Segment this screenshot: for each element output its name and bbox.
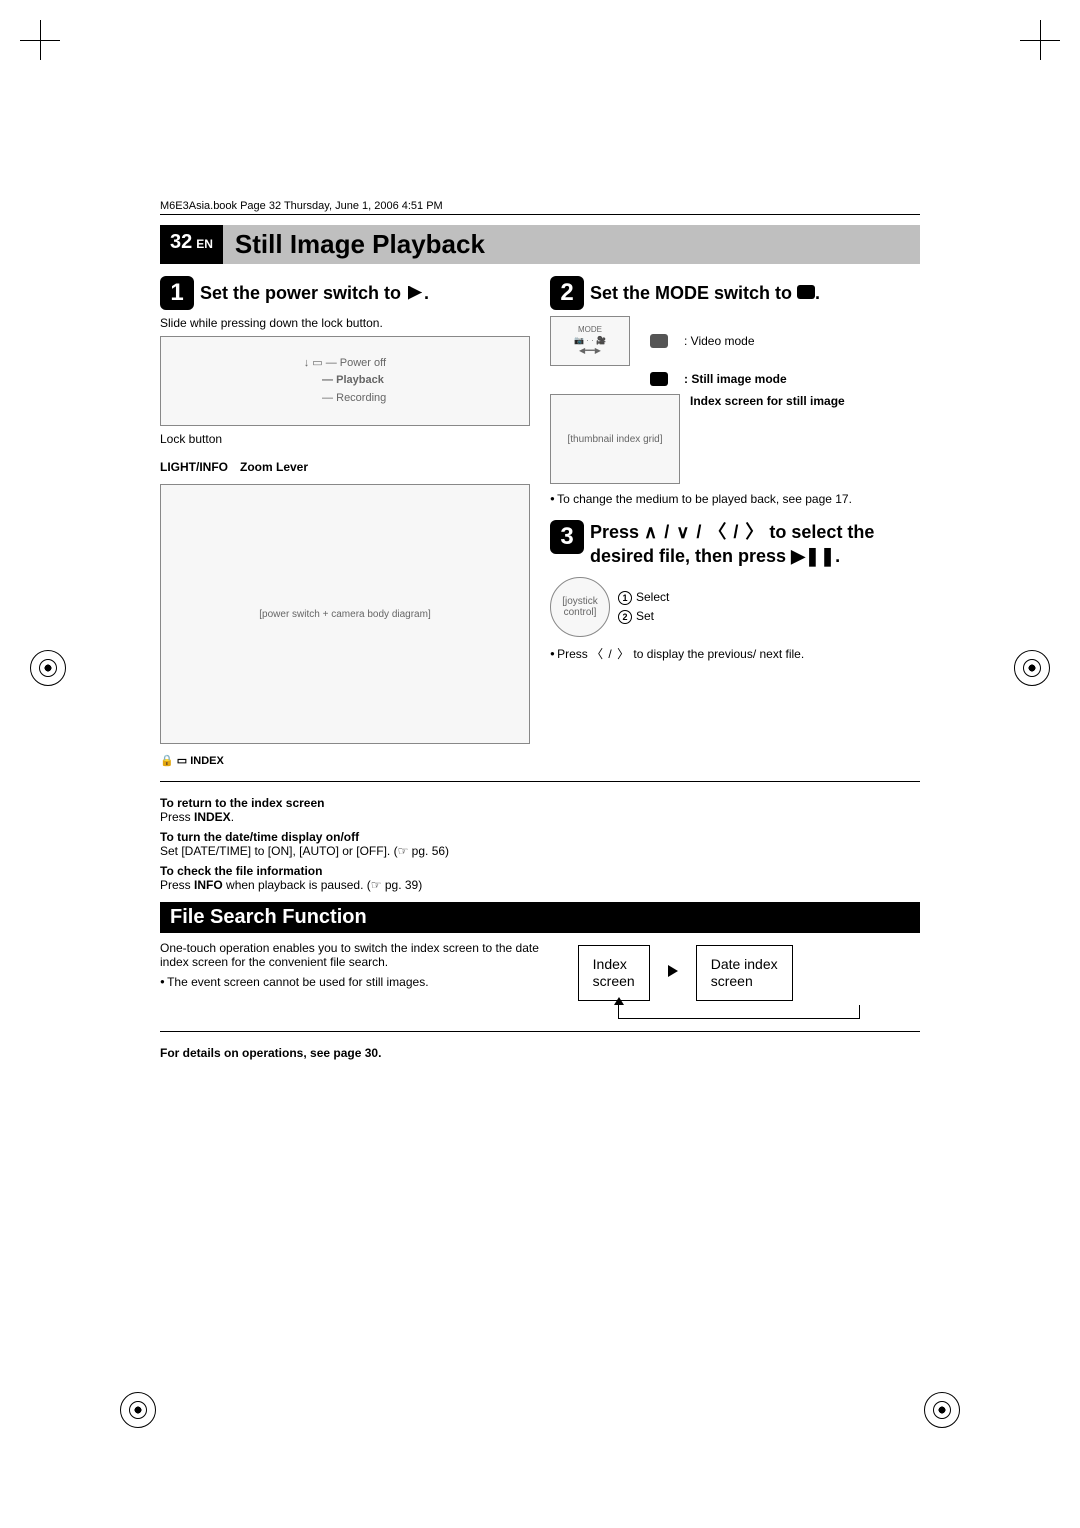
camera-body-diagram: [power switch + camera body diagram] xyxy=(160,484,530,744)
step1-number: 1 xyxy=(160,276,194,310)
recording-label: Recording xyxy=(336,392,386,404)
left-right-arrows-icon: 〈 / 〉 xyxy=(591,647,630,661)
registration-mark xyxy=(120,1392,156,1428)
lock-button-label: Lock button xyxy=(160,432,530,446)
note-return-head: To return to the index screen xyxy=(160,796,324,810)
page-title: Still Image Playback xyxy=(223,225,920,264)
page-number: 32 xyxy=(170,231,192,254)
arrow-right-icon xyxy=(668,965,678,980)
mode-switch-diagram: MODE 📷 · · 🎥 ◀━━▶ xyxy=(550,316,630,366)
step2-heading-post: . xyxy=(815,283,820,303)
file-search-desc: One-touch operation enables you to switc… xyxy=(160,941,554,969)
still-mode-label: : Still image mode xyxy=(684,372,920,386)
title-band: 32 EN Still Image Playback xyxy=(160,225,920,264)
playback-icon xyxy=(408,286,422,300)
light-info-label: LIGHT/INFO xyxy=(160,460,228,474)
step3-number: 3 xyxy=(550,520,584,554)
flow-diagram: Index screen Date index screen xyxy=(578,945,920,1001)
step3-note: Press 〈 / 〉 to display the previous/ nex… xyxy=(550,645,920,662)
flow-return-arrow xyxy=(618,1005,860,1019)
cropmark xyxy=(1020,20,1060,60)
separator xyxy=(160,781,920,782)
note-fileinfo-body-post: when playback is paused. (☞ pg. 39) xyxy=(223,878,423,892)
step2-heading-pre: Set the MODE switch to xyxy=(590,283,797,303)
note-return-index: INDEX xyxy=(194,810,231,824)
mode-word: MODE xyxy=(574,325,606,335)
note-datetime-body: Set [DATE/TIME] to [ON], [AUTO] or [OFF]… xyxy=(160,844,449,858)
dpad-arrows-icon: ∧ / ∨ / 〈 / 〉 xyxy=(644,522,764,542)
select-label: 1Select xyxy=(618,590,669,605)
step2-heading: 2 Set the MODE switch to . xyxy=(550,276,920,310)
power-switch-diagram: ↓ ▭ — Power off — Playback — Recording xyxy=(160,336,530,426)
note-fileinfo-head: To check the file information xyxy=(160,864,322,878)
still-image-icon xyxy=(797,285,815,299)
still-mode-icon xyxy=(650,372,668,386)
file-search-bullet: The event screen cannot be used for stil… xyxy=(160,975,554,989)
power-off-label: Power off xyxy=(340,357,386,369)
registration-mark xyxy=(1014,650,1050,686)
index-screen-label: Index screen for still image xyxy=(690,394,845,410)
flow-box-dateindex: Date index screen xyxy=(696,945,793,1001)
step3-heading-post: . xyxy=(835,546,840,566)
joystick-diagram: [joystick control] xyxy=(550,577,610,637)
video-mode-label: : Video mode xyxy=(684,334,920,348)
flow-box-index: Index screen xyxy=(578,945,650,1001)
note-return-body-pre: Press xyxy=(160,810,194,824)
step1-heading-post: . xyxy=(424,283,429,303)
page-number-box: 32 EN xyxy=(160,225,223,264)
zoom-lever-label: Zoom Lever xyxy=(240,460,308,474)
step1-subtext: Slide while pressing down the lock butto… xyxy=(160,316,530,330)
book-header-line: M6E3Asia.book Page 32 Thursday, June 1, … xyxy=(160,200,920,215)
index-thumbnail-grid: [thumbnail index grid] xyxy=(550,394,680,484)
playback-label: Playback xyxy=(336,374,384,386)
step1-heading-pre: Set the power switch to xyxy=(200,283,406,303)
file-search-bar: File Search Function xyxy=(160,902,920,933)
step3-heading-pre: Press xyxy=(590,522,644,542)
index-button-label: 🔒 ▭ INDEX xyxy=(160,754,530,767)
step2-note: To change the medium to be played back, … xyxy=(550,492,920,506)
set-label: 2Set xyxy=(618,609,669,624)
separator xyxy=(160,1031,920,1032)
note-datetime-head: To turn the date/time display on/off xyxy=(160,830,359,844)
note-fileinfo-info: INFO xyxy=(194,878,223,892)
play-pause-icon: ▶❚❚ xyxy=(791,546,835,566)
note-return-body-post: . xyxy=(231,810,234,824)
note-fileinfo-body-pre: Press xyxy=(160,878,194,892)
step1-heading: 1 Set the power switch to . xyxy=(160,276,530,310)
notes-block: To return to the index screen Press INDE… xyxy=(160,796,920,892)
registration-mark xyxy=(30,650,66,686)
registration-mark xyxy=(924,1392,960,1428)
page-lang: EN xyxy=(196,237,213,251)
step2-number: 2 xyxy=(550,276,584,310)
cropmark xyxy=(20,20,60,60)
details-line: For details on operations, see page 30. xyxy=(160,1046,920,1060)
step3-heading: 3 Press ∧ / ∨ / 〈 / 〉 to select the desi… xyxy=(550,520,920,569)
video-mode-icon xyxy=(650,334,668,348)
